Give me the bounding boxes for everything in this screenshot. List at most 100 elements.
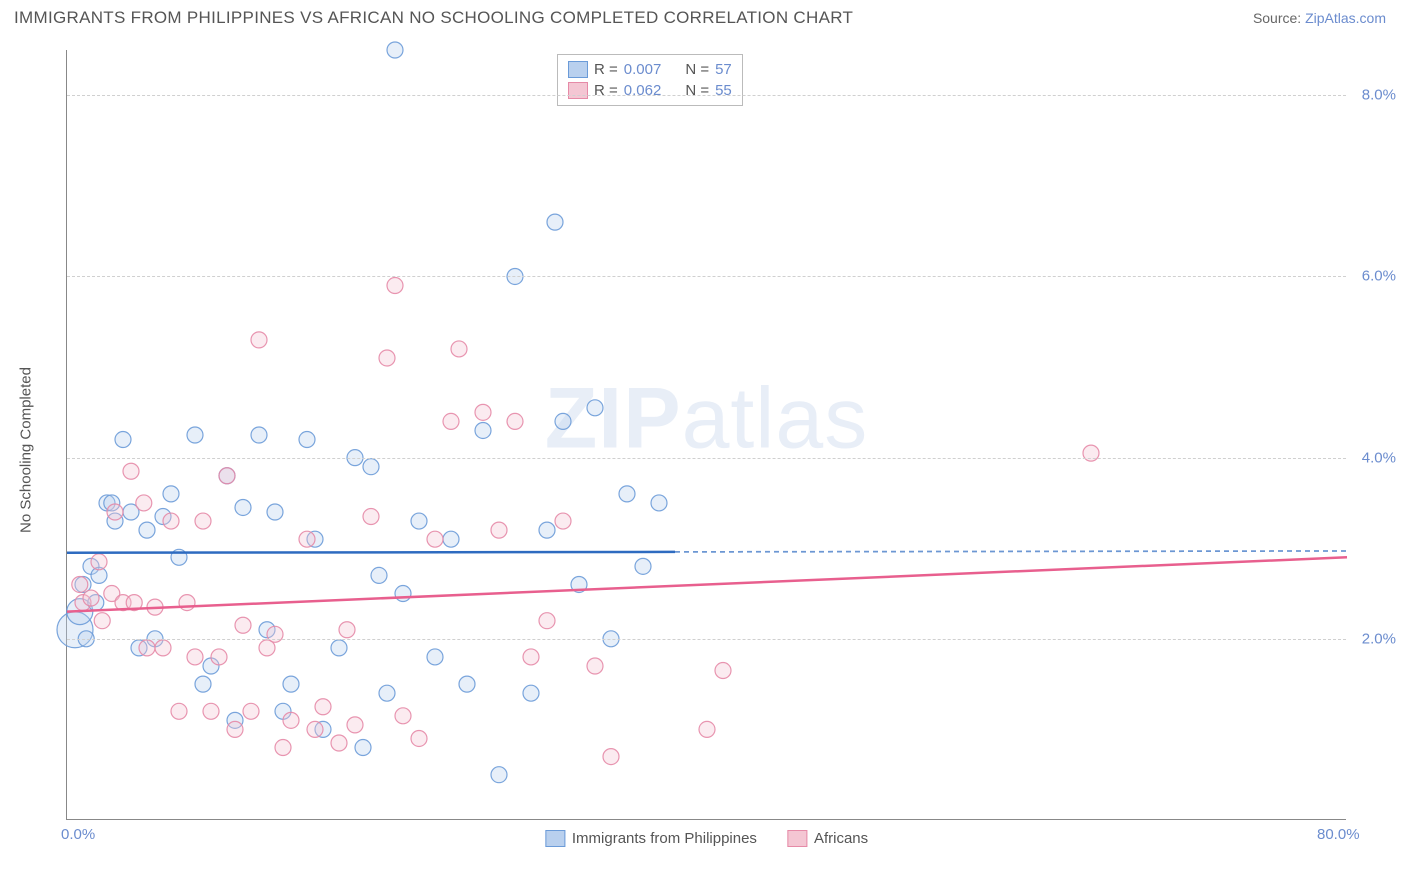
legend-label: Immigrants from Philippines (572, 830, 757, 847)
data-point-ph (283, 676, 299, 692)
data-point-af (155, 640, 171, 656)
data-point-af (443, 413, 459, 429)
x-tick-label: 80.0% (1317, 826, 1360, 843)
gridline (67, 276, 1346, 277)
data-point-af (315, 699, 331, 715)
y-tick-label: 8.0% (1352, 87, 1396, 104)
plot-svg (67, 50, 1346, 819)
data-point-af (427, 531, 443, 547)
data-point-af (72, 576, 88, 592)
data-point-ph (115, 432, 131, 448)
data-point-af (1083, 445, 1099, 461)
y-tick-label: 4.0% (1352, 449, 1396, 466)
data-point-ph (651, 495, 667, 511)
data-point-af (347, 717, 363, 733)
data-point-af (203, 703, 219, 719)
data-point-ph (523, 685, 539, 701)
data-point-af (299, 531, 315, 547)
n-value: 57 (715, 61, 732, 78)
data-point-ph (163, 486, 179, 502)
data-point-af (136, 495, 152, 511)
legend-swatch (787, 830, 807, 847)
trend-line-dashed-ph (675, 551, 1347, 552)
data-point-ph (395, 586, 411, 602)
chart-title: IMMIGRANTS FROM PHILIPPINES VS AFRICAN N… (14, 8, 853, 28)
data-point-af (219, 468, 235, 484)
data-point-af (139, 640, 155, 656)
trend-line-ph (67, 552, 675, 553)
data-point-ph (635, 558, 651, 574)
data-point-af (339, 622, 355, 638)
data-point-ph (139, 522, 155, 538)
legend-stat-row-af: R =0.062N =55 (568, 80, 732, 101)
data-point-af (387, 278, 403, 294)
data-point-af (395, 708, 411, 724)
n-value: 55 (715, 82, 732, 99)
data-point-ph (411, 513, 427, 529)
chart-header: IMMIGRANTS FROM PHILIPPINES VS AFRICAN N… (0, 0, 1406, 32)
legend-item-af: Africans (787, 830, 868, 847)
data-point-ph (195, 676, 211, 692)
legend-item-ph: Immigrants from Philippines (545, 830, 757, 847)
data-point-af (363, 509, 379, 525)
data-point-af (123, 463, 139, 479)
data-point-af (523, 649, 539, 665)
source-link[interactable]: ZipAtlas.com (1305, 10, 1386, 26)
data-point-af (587, 658, 603, 674)
data-point-ph (299, 432, 315, 448)
gridline (67, 95, 1346, 96)
legend-stat-row-ph: R =0.007N =57 (568, 59, 732, 80)
data-point-ph (187, 427, 203, 443)
y-tick-label: 2.0% (1352, 630, 1396, 647)
source-prefix: Source: (1253, 10, 1305, 26)
data-point-af (94, 613, 110, 629)
data-point-af (379, 350, 395, 366)
data-point-af (107, 504, 123, 520)
legend-series: Immigrants from Philippines Africans (545, 830, 868, 847)
data-point-af (331, 735, 347, 751)
y-tick-label: 6.0% (1352, 268, 1396, 285)
data-point-ph (331, 640, 347, 656)
data-point-af (267, 626, 283, 642)
y-axis-title: No Schooling Completed (18, 367, 35, 533)
x-tick-label: 0.0% (61, 826, 95, 843)
r-value: 0.062 (624, 82, 662, 99)
legend-label: Africans (814, 830, 868, 847)
data-point-af (187, 649, 203, 665)
data-point-af (179, 595, 195, 611)
data-point-af (699, 721, 715, 737)
legend-swatch (545, 830, 565, 847)
data-point-ph (379, 685, 395, 701)
source-label-wrap: Source: ZipAtlas.com (1253, 10, 1386, 26)
data-point-af (163, 513, 179, 529)
data-point-af (211, 649, 227, 665)
data-point-af (507, 413, 523, 429)
data-point-af (603, 749, 619, 765)
data-point-ph (387, 42, 403, 58)
data-point-ph (619, 486, 635, 502)
data-point-af (195, 513, 211, 529)
data-point-af (307, 721, 323, 737)
data-point-ph (459, 676, 475, 692)
data-point-ph (267, 504, 283, 520)
data-point-ph (251, 427, 267, 443)
data-point-ph (443, 531, 459, 547)
r-value: 0.007 (624, 61, 662, 78)
data-point-ph (491, 767, 507, 783)
data-point-af (251, 332, 267, 348)
data-point-af (91, 554, 107, 570)
data-point-af (539, 613, 555, 629)
data-point-ph (555, 413, 571, 429)
data-point-ph (427, 649, 443, 665)
r-label: R = (594, 82, 618, 99)
data-point-af (475, 404, 491, 420)
data-point-af (555, 513, 571, 529)
data-point-af (243, 703, 259, 719)
data-point-af (491, 522, 507, 538)
data-point-af (451, 341, 467, 357)
data-point-ph (547, 214, 563, 230)
legend-swatch (568, 82, 588, 99)
data-point-af (83, 590, 99, 606)
gridline (67, 458, 1346, 459)
n-label: N = (685, 61, 709, 78)
